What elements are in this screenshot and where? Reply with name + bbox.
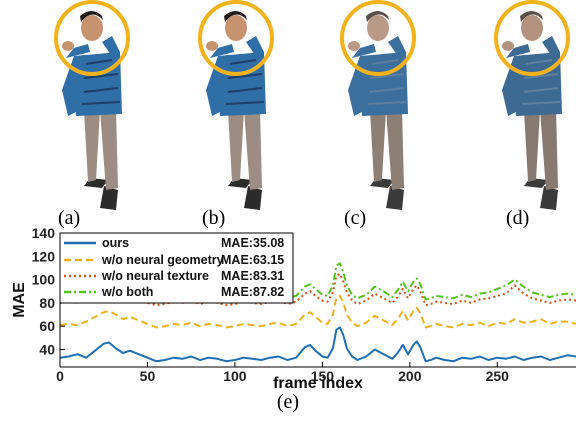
y-tick-label: 120 [32,248,56,264]
y-tick-label: 140 [32,225,56,241]
x-tick-label: 100 [223,368,247,384]
x-tick-label: 250 [486,368,510,384]
legend-label-ours: ours [102,236,129,250]
highlight-circle [340,0,416,76]
legend-mae-ours: MAE:35.08 [221,236,284,250]
legend-label-both: w/o both [101,285,153,299]
legend-box [59,232,294,304]
highlight-circle [54,0,130,76]
x-tick-label: 200 [398,368,422,384]
legend-label-texture: w/o neural texture [101,269,209,283]
x-tick-label: 150 [311,368,335,384]
x-tick-label: 0 [56,368,64,384]
highlight-circle [494,0,570,76]
panel-label-a: (a) [58,207,80,229]
y-tick-label: 80 [39,295,55,311]
panel-label-e: (e) [277,391,299,413]
x-axis-title: frame index [273,375,363,392]
panel-c [340,0,416,210]
series-line-2 [59,272,576,307]
panel-d [494,0,570,210]
legend-mae-geometry: MAE:63.15 [221,253,284,267]
x-tick-label: 50 [140,368,156,384]
panel-b [198,0,274,210]
person-figure [348,11,408,210]
panel-a [54,0,130,210]
person-figure [62,11,122,210]
legend-label-geometry: w/o neural geometry [101,253,224,267]
panel-label-d: (d) [506,207,529,229]
y-axis-title: MAE [11,282,28,318]
legend: ours MAE:35.08 w/o neural geometry MAE:6… [59,232,294,304]
legend-mae-texture: MAE:83.31 [221,269,284,283]
y-tick-label: 40 [39,342,55,358]
series-line-1 [59,294,576,329]
y-tick-label: 100 [32,272,56,288]
legend-mae-both: MAE:87.82 [221,285,284,299]
y-tick-label: 60 [39,318,55,334]
mae-line-chart: 0 50 100 150 200 250 40 60 80 100 120 140 ours MAE:… [11,225,576,413]
panel-label-b: (b) [202,207,225,229]
highlight-circle [198,0,274,76]
panel-label-c: (c) [344,207,366,229]
series-line-0 [59,326,576,363]
